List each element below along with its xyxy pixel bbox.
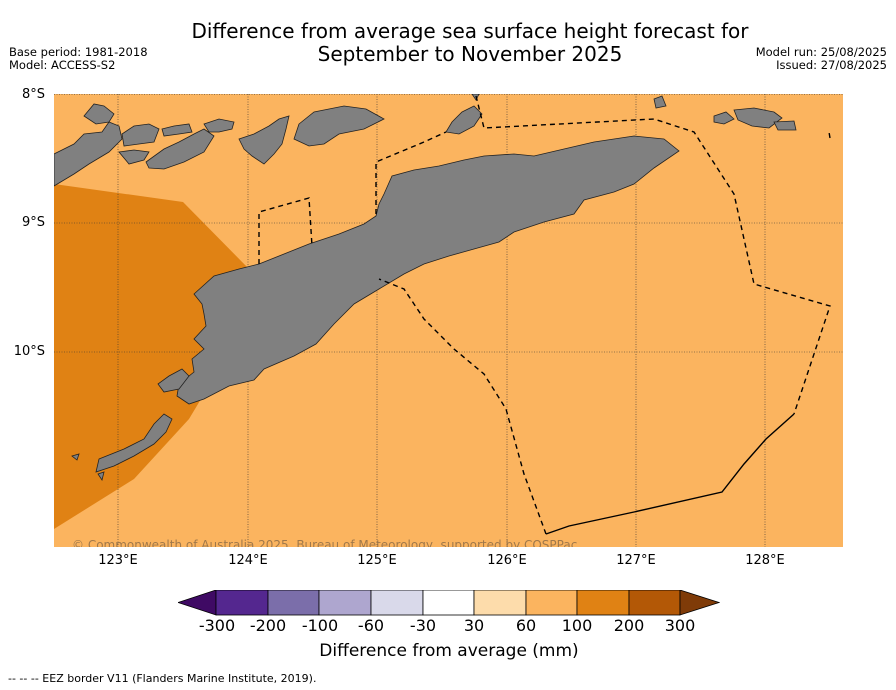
colorbar-bin-1	[215, 590, 269, 616]
timor-island	[176, 135, 680, 405]
pantar-island	[145, 128, 215, 170]
colorbar-extend-low	[178, 590, 217, 616]
ocean-anomaly-200-300	[54, 184, 249, 529]
lon-label-127e: 127°E	[616, 553, 656, 568]
lon-label-123e: 123°E	[98, 553, 138, 568]
small-island-10	[71, 453, 80, 461]
colorbar-bin-2	[267, 590, 320, 616]
colorbar-bin-9	[628, 590, 681, 616]
lon-label-125e: 125°E	[357, 553, 397, 568]
small-island-11	[97, 471, 105, 481]
colorbar-bin-7	[525, 590, 578, 616]
eez-solid-south	[545, 413, 795, 535]
eez-footnote: -- -- -- EEZ border V11 (Flanders Marine…	[8, 672, 317, 685]
small-island-5	[445, 105, 483, 135]
colorbar-tick-1: -300	[198, 616, 236, 635]
colorbar-tick-5: -30	[409, 616, 437, 635]
eez-dashed-south	[378, 278, 547, 535]
rote-island	[95, 413, 173, 473]
small-island-9	[471, 94, 480, 101]
colorbar-bin-4	[370, 590, 424, 616]
issued-text: Issued: 27/08/2025	[776, 58, 887, 72]
colorbar-tick-9: 200	[613, 616, 645, 635]
lat-label-8s: 8°S	[21, 87, 45, 102]
colorbar-extend-high	[679, 590, 720, 616]
small-island-7	[713, 111, 735, 125]
small-island-1	[83, 103, 115, 125]
colorbar-tick-8: 100	[561, 616, 593, 635]
model-run-text: Model run: 25/08/2025	[755, 45, 887, 59]
alor-island	[238, 115, 290, 165]
left-metadata: Base period: 1981-2018 Model: ACCESS-S2	[9, 46, 148, 72]
small-island-4	[203, 118, 235, 133]
title-line-1: Difference from average sea surface heig…	[191, 19, 749, 43]
base-period-text: Base period: 1981-2018	[9, 45, 148, 59]
lon-label-128e: 128°E	[745, 553, 785, 568]
eez-dashed-east	[475, 95, 831, 415]
lon-label-126e: 126°E	[487, 553, 527, 568]
wetar-west	[293, 105, 385, 147]
colorbar-tick-2: -200	[249, 616, 287, 635]
flores-east-coast	[54, 121, 123, 187]
small-island-3	[161, 123, 193, 137]
colorbar-tick-10: 300	[664, 616, 696, 635]
sea-height-map: © Commonwealth of Australia 2025, Bureau…	[54, 94, 843, 547]
eez-border	[258, 95, 831, 535]
eez-dashed-enclave	[258, 197, 313, 264]
lon-label-124e: 124°E	[228, 553, 268, 568]
small-island-8	[773, 120, 797, 131]
copyright-watermark: © Commonwealth of Australia 2025, Bureau…	[72, 538, 577, 547]
colorbar	[178, 590, 720, 616]
land	[54, 94, 797, 481]
right-metadata: Model run: 25/08/2025 Issued: 27/08/2025	[756, 46, 887, 72]
eez-dashed-tail	[828, 131, 831, 139]
colorbar-bin-5	[422, 590, 475, 616]
colorbar-bin-6	[473, 590, 527, 616]
colorbar-segments	[178, 590, 720, 616]
lat-label-10s: 10°S	[13, 344, 45, 359]
colorbar-tick-3: -100	[301, 616, 339, 635]
title-line-2: September to November 2025	[317, 42, 623, 66]
colorbar-bin-3	[318, 590, 372, 616]
map-title: Difference from average sea surface heig…	[170, 20, 770, 66]
lembata-island	[121, 123, 160, 147]
semau-island	[157, 368, 190, 393]
colorbar-title: Difference from average (mm)	[319, 641, 579, 661]
small-island-6	[653, 95, 667, 109]
colorbar-tick-6: 30	[463, 616, 485, 635]
model-text: Model: ACCESS-S2	[9, 58, 116, 72]
colorbar-bin-8	[576, 590, 630, 616]
colorbar-tick-4: -60	[357, 616, 385, 635]
colorbar-tick-7: 60	[515, 616, 537, 635]
graticule	[54, 94, 843, 547]
lat-label-9s: 9°S	[21, 215, 45, 230]
small-island-2	[118, 149, 150, 165]
